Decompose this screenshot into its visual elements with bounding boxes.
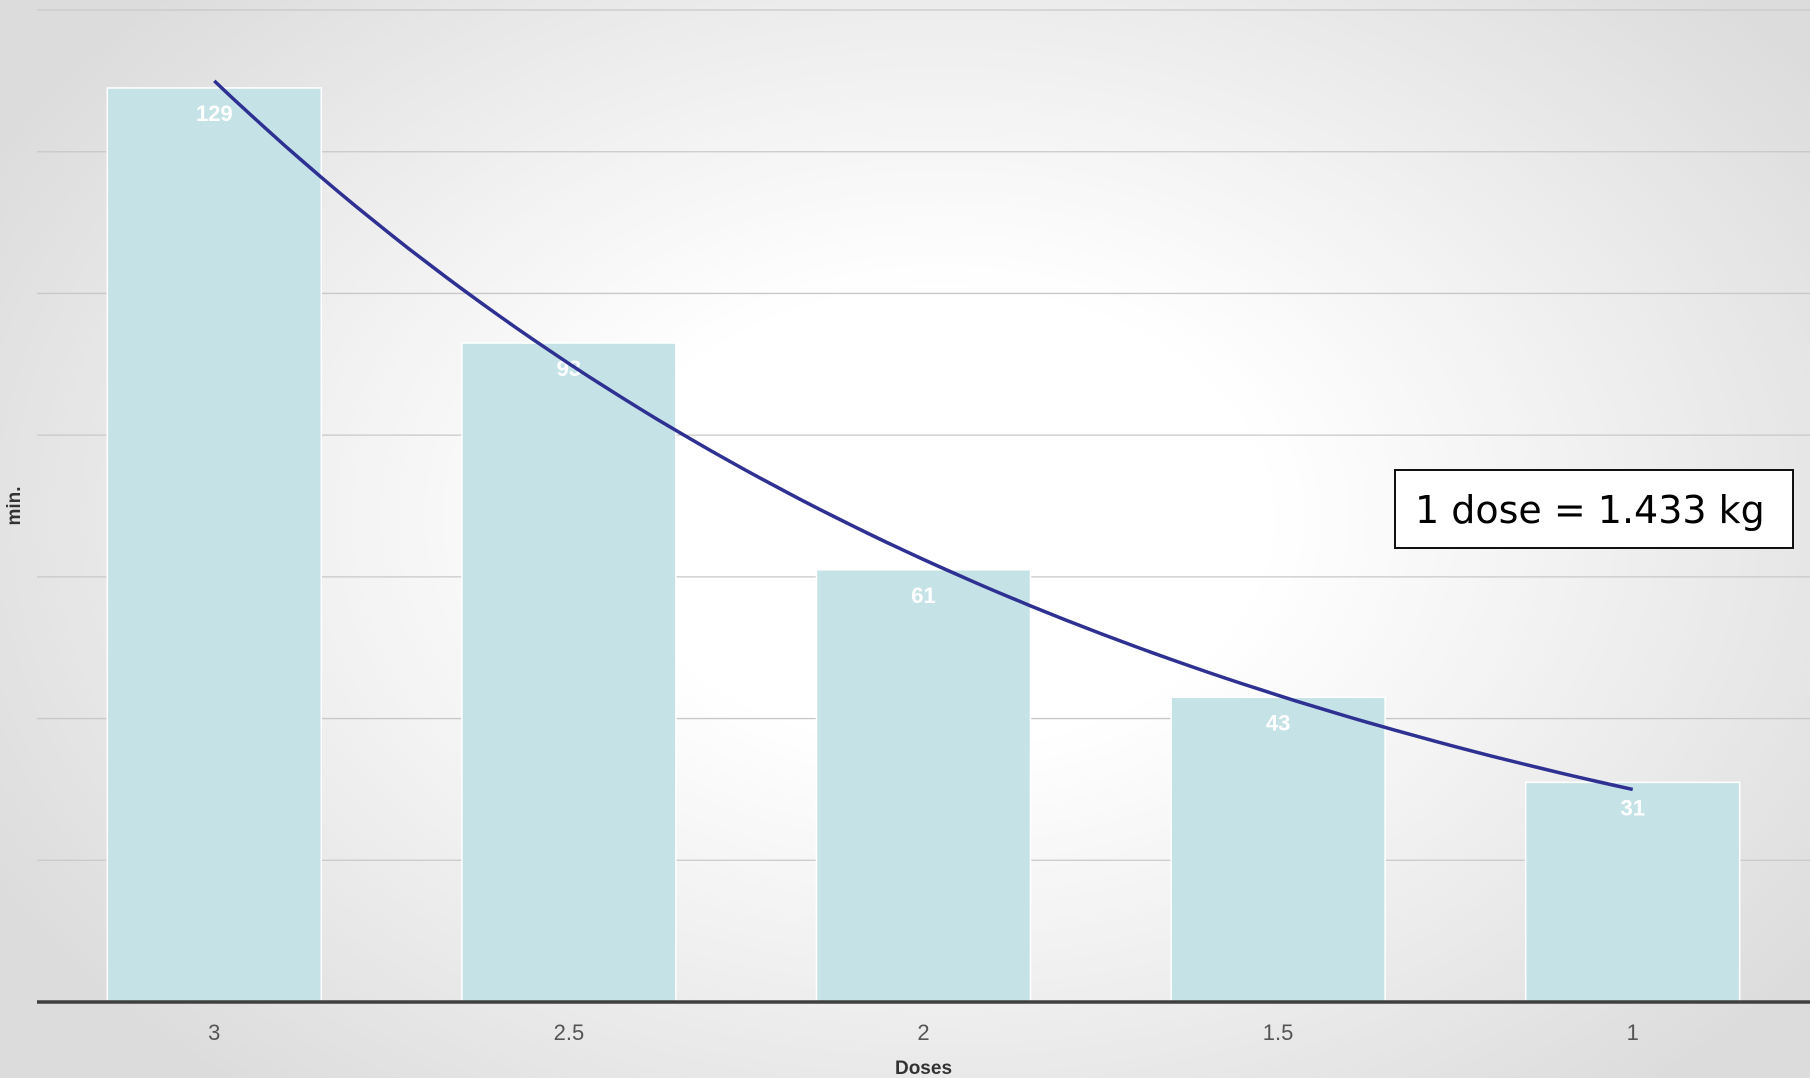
annotation-box: 1 dose = 1.433 kg bbox=[1394, 469, 1794, 549]
data-label: 61 bbox=[911, 583, 935, 608]
data-label: 43 bbox=[1266, 710, 1290, 735]
x-tick-label: 1.5 bbox=[1263, 1020, 1294, 1045]
x-axis-title: Doses bbox=[895, 1058, 952, 1078]
bars bbox=[106, 87, 1741, 1003]
annotation-text: 1 dose = 1.433 kg bbox=[1415, 488, 1765, 532]
x-tick-label: 2.5 bbox=[554, 1020, 585, 1045]
x-tick-label: 2 bbox=[917, 1020, 929, 1045]
bar bbox=[461, 342, 677, 1003]
bar bbox=[106, 87, 323, 1003]
trend-line bbox=[213, 79, 1634, 792]
data-label: 31 bbox=[1620, 795, 1644, 820]
x-tick-labels: 3 2.5 2 1.5 1 bbox=[208, 1020, 1639, 1045]
x-tick-label: 1 bbox=[1627, 1020, 1639, 1045]
x-tick-label: 3 bbox=[208, 1020, 220, 1045]
data-label: 129 bbox=[196, 101, 233, 126]
annotation-border bbox=[1394, 469, 1794, 549]
bar bbox=[1524, 781, 1741, 1003]
bar bbox=[815, 569, 1032, 1003]
bar bbox=[1170, 696, 1386, 1003]
y-axis-title: min. bbox=[4, 486, 25, 525]
